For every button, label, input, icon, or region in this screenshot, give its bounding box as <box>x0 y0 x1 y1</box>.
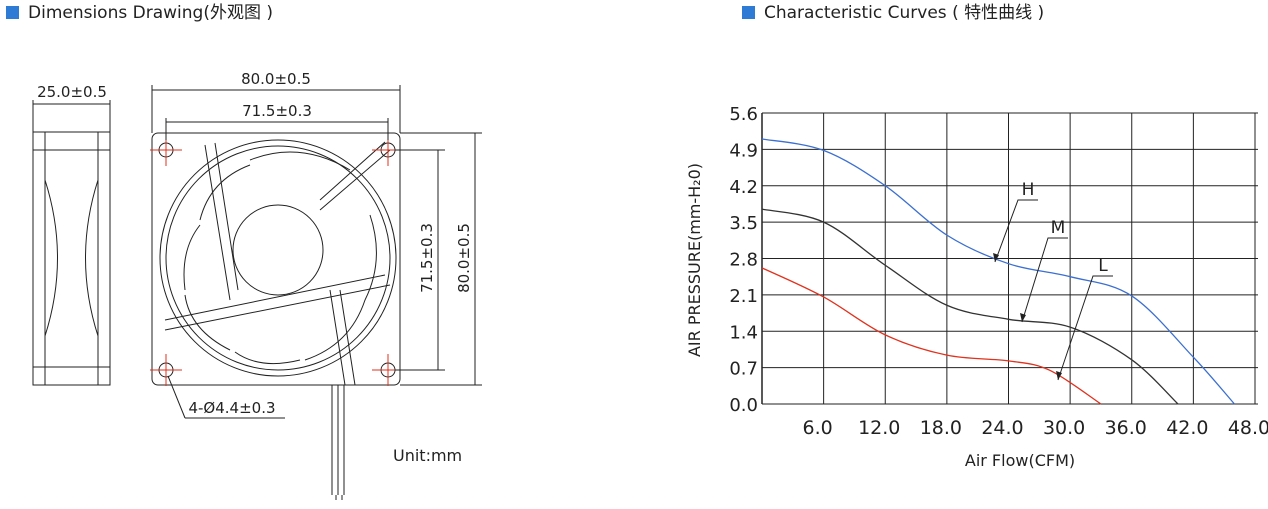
curve-label: H <box>1022 180 1035 200</box>
dim-label: 71.5±0.3 <box>418 223 436 293</box>
drawing-title: Dimensions Drawing(外观图 ) <box>28 3 273 23</box>
y-tick-label: 4.9 <box>729 140 758 161</box>
dim-label: 80.0±0.5 <box>241 70 311 88</box>
x-tick-label: 6.0 <box>803 417 833 439</box>
leader-arrow <box>1056 371 1062 380</box>
y-tick-label: 0.7 <box>729 359 758 380</box>
x-tick-label: 42.0 <box>1166 417 1208 439</box>
dim-label: 25.0±0.5 <box>37 83 107 101</box>
y-tick-label: 3.5 <box>729 213 758 234</box>
unit-label: Unit:mm <box>393 446 462 465</box>
leader-arrow <box>1020 313 1026 322</box>
y-tick-label: 0.0 <box>729 395 758 416</box>
fan-drawing <box>32 85 482 500</box>
y-axis-label: AIR PRESSURE(mm-H₂0) <box>685 163 704 357</box>
y-tick-label: 1.4 <box>729 322 758 343</box>
title-marker <box>6 6 19 19</box>
curve <box>761 208 1179 405</box>
x-tick-label: 30.0 <box>1043 417 1085 439</box>
x-tick-label: 48.0 <box>1228 417 1268 439</box>
leader-line <box>994 199 1038 263</box>
y-tick-label: 2.1 <box>729 286 758 307</box>
x-axis-label: Air Flow(CFM) <box>965 451 1075 470</box>
chart-title: Characteristic Curves ( 特性曲线 ) <box>764 3 1044 23</box>
dim-label: 71.5±0.3 <box>242 102 312 120</box>
curve-label: M <box>1051 218 1066 238</box>
leader-line <box>1057 275 1113 381</box>
y-tick-label: 2.8 <box>729 250 758 271</box>
leader-arrow <box>993 253 999 262</box>
x-tick-label: 18.0 <box>920 417 962 439</box>
x-tick-label: 24.0 <box>981 417 1023 439</box>
curve <box>761 138 1235 405</box>
curve-label: L <box>1098 256 1108 276</box>
dim-label: 4-Ø4.4±0.3 <box>188 399 275 417</box>
dim-label: 80.0±0.5 <box>455 223 473 293</box>
x-tick-label: 36.0 <box>1105 417 1147 439</box>
y-tick-label: 5.6 <box>729 104 758 125</box>
title-marker <box>742 6 755 19</box>
leader-line <box>1021 237 1068 323</box>
x-tick-label: 12.0 <box>858 417 900 439</box>
y-tick-label: 4.2 <box>729 177 758 198</box>
curve <box>761 267 1102 405</box>
